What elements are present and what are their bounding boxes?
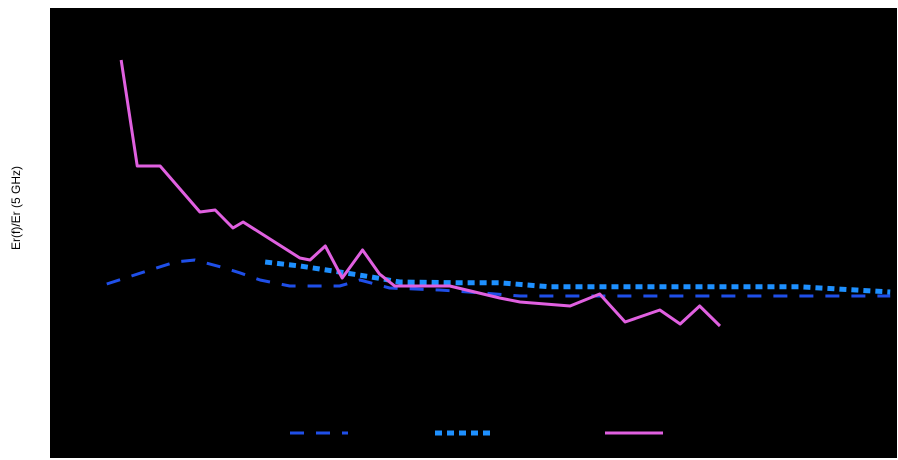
- plot-area: [50, 8, 897, 458]
- y-axis-label: Er(f)/Er (5 GHz): [9, 166, 23, 250]
- series-line: [106, 258, 891, 298]
- series-line: [264, 259, 891, 295]
- series-line: [119, 59, 722, 328]
